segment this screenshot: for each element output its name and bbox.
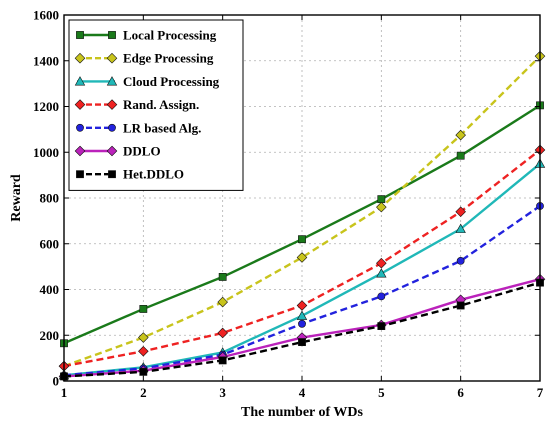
y-tick-label: 800 (40, 191, 60, 206)
data-point (217, 327, 228, 339)
legend-marker (74, 76, 86, 86)
legend-item: DDLO (74, 144, 161, 159)
legend-marker (74, 99, 86, 110)
data-point (376, 257, 387, 269)
data-point (296, 310, 308, 320)
legend-label: Local Processing (123, 28, 217, 43)
data-point (296, 252, 308, 263)
ticks: 1 2 3 4 5 6 7 0 200 400 600 800 1000 1200 1400 1600 (33, 8, 544, 401)
data-point (376, 268, 387, 278)
data-point (455, 206, 466, 218)
x-tick-label: 1 (61, 385, 68, 400)
data-point (298, 235, 306, 244)
legend-marker (108, 123, 116, 132)
legend-marker (76, 123, 84, 132)
y-axis-label: Reward (9, 174, 24, 222)
y-tick-label: 1200 (33, 99, 59, 114)
legend-item: LR based Alg. (76, 120, 201, 135)
legend-item: Edge Processing (74, 51, 214, 66)
data-point (377, 195, 386, 204)
data-point (218, 356, 227, 365)
legend-item: Rand. Assign. (74, 97, 199, 112)
data-point (139, 305, 148, 313)
legend-label: Rand. Assign. (123, 97, 199, 112)
legend-marker (108, 31, 116, 39)
data-point (217, 296, 228, 308)
data-point (376, 201, 387, 213)
legend-label: LR based Alg. (123, 120, 201, 135)
y-tick-label: 1000 (33, 145, 59, 160)
legend-marker (106, 76, 118, 86)
legend-marker (106, 99, 118, 110)
y-tick-label: 1600 (33, 8, 59, 23)
x-tick-label: 2 (140, 385, 147, 400)
data-point (139, 367, 148, 376)
series-7 (60, 278, 544, 381)
series-layer (58, 50, 546, 382)
y-tick-label: 400 (40, 282, 60, 297)
legend-label: Het.DDLO (123, 167, 184, 182)
data-point (455, 223, 466, 233)
legend-marker (74, 145, 86, 157)
data-point (298, 319, 306, 328)
x-tick-label: 4 (299, 385, 306, 400)
legend: Local Processing Edge Processing Cloud Pro… (68, 19, 244, 191)
data-point (456, 257, 465, 265)
legend-item: Cloud Processing (74, 74, 220, 89)
x-tick-label: 5 (378, 385, 385, 400)
legend-label: Cloud Processing (123, 74, 220, 89)
x-tick-label: 6 (457, 385, 464, 400)
legend-marker (106, 145, 118, 157)
y-tick-label: 600 (40, 236, 60, 251)
legend-label: DDLO (123, 144, 161, 159)
data-point (138, 332, 149, 343)
legend-marker (76, 170, 84, 179)
legend-marker (76, 31, 84, 39)
data-point (456, 301, 465, 310)
data-point (455, 129, 466, 141)
data-point (298, 338, 306, 347)
data-point (138, 345, 149, 357)
legend-marker (106, 52, 118, 64)
data-point (218, 273, 227, 281)
y-tick-label: 200 (40, 328, 60, 343)
x-axis-label: The number of WDs (241, 405, 364, 420)
y-tick-label: 1400 (33, 53, 59, 68)
data-point (456, 151, 465, 160)
data-point (296, 300, 308, 311)
legend-item: Local Processing (76, 28, 217, 43)
x-tick-label: 3 (219, 385, 226, 400)
legend-label: Edge Processing (123, 51, 214, 66)
legend-item: Het.DDLO (76, 167, 184, 182)
y-tick-label: 0 (53, 374, 60, 389)
legend-marker (108, 170, 116, 179)
x-tick-label: 7 (537, 385, 544, 400)
legend-marker (74, 52, 86, 64)
data-point (377, 322, 386, 330)
data-point (377, 292, 386, 301)
